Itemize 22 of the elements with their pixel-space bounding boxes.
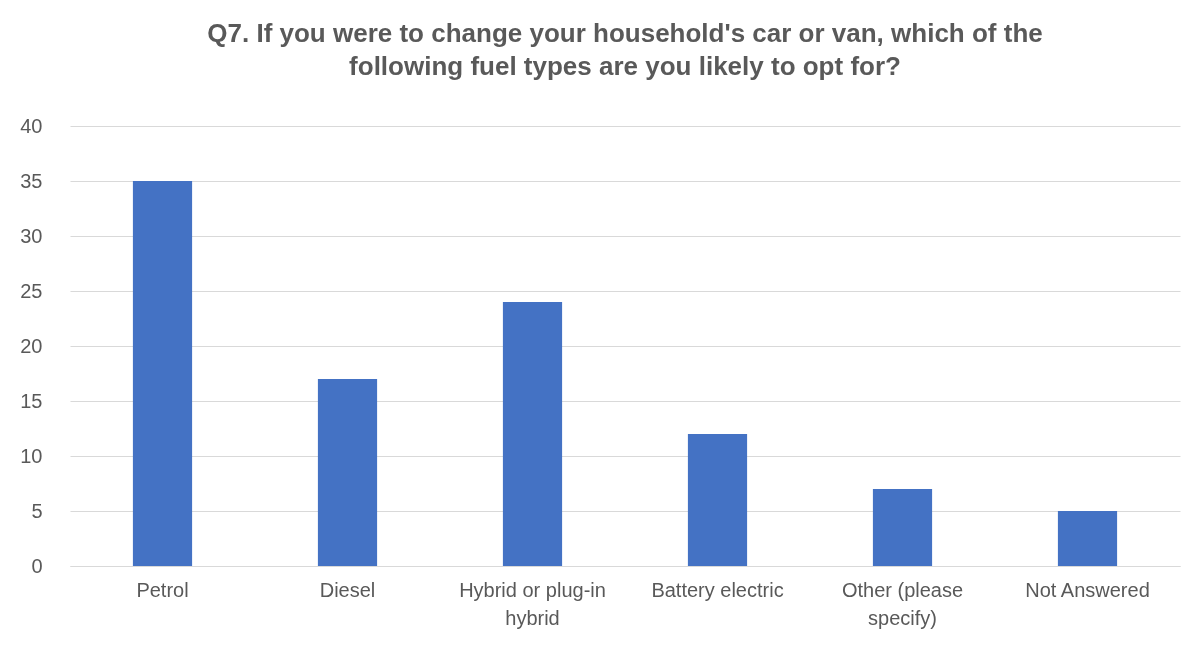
x-tick-label: Hybrid or plug-in hybrid: [459, 578, 606, 629]
y-tick-label: 35: [20, 169, 43, 192]
bar: [132, 181, 193, 566]
x-tick-label: Not Answered: [1025, 578, 1150, 601]
chart-title: Q7. If you were to change your household's car or van, which of the following fuel types are you likely to opt for?: [207, 18, 1043, 81]
y-tick-label: 5: [31, 499, 43, 522]
y-tick-label: 20: [20, 334, 43, 357]
y-tick-label: 0: [31, 554, 43, 577]
y-tick-label: 40: [20, 114, 43, 137]
bar: [687, 434, 748, 566]
y-tick-label: 25: [20, 279, 43, 302]
bar: [872, 489, 933, 566]
y-tick-label: 15: [20, 389, 43, 412]
bar: [1057, 511, 1118, 566]
bar: [317, 379, 378, 566]
x-tick-label: Other (please specify): [841, 578, 964, 629]
y-tick-label: 10: [20, 444, 43, 467]
x-tick-label: Petrol: [136, 578, 189, 601]
x-tick-label: Battery electric: [651, 578, 784, 601]
bar: [502, 302, 563, 566]
x-tick-label: Diesel: [319, 578, 376, 601]
y-tick-label: 30: [20, 224, 43, 247]
